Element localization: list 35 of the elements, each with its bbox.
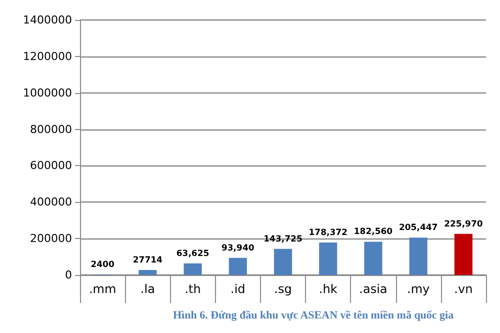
x-tick-label: .id bbox=[230, 282, 246, 296]
data-label: 27714 bbox=[132, 255, 163, 266]
y-tick-label: 200000 bbox=[30, 232, 72, 246]
data-label: 93,940 bbox=[221, 243, 254, 254]
x-tick-label: .hk bbox=[318, 282, 338, 296]
data-label: 225,970 bbox=[444, 219, 483, 230]
x-tick-label: .la bbox=[140, 282, 155, 296]
bar bbox=[364, 242, 382, 275]
y-tick-label: 400000 bbox=[30, 196, 72, 209]
bar bbox=[184, 263, 202, 275]
bar bbox=[409, 238, 428, 275]
x-tick-label: .asia bbox=[359, 282, 388, 296]
bar bbox=[454, 234, 472, 275]
bar bbox=[274, 248, 292, 275]
x-tick-label: .th bbox=[184, 282, 201, 296]
data-label: 182,560 bbox=[354, 227, 393, 238]
bar bbox=[228, 258, 247, 275]
text: Hình 6. Đứng đầu khu vực ASEAN về tên miền mã quốc gia bbox=[173, 310, 454, 322]
x-tick-label: .sg bbox=[274, 282, 292, 296]
y-tick-label: 1000000 bbox=[23, 86, 72, 100]
x-tick-label: .mm bbox=[88, 282, 116, 296]
data-label: 178,372 bbox=[308, 228, 348, 238]
data-label: 63,625 bbox=[176, 248, 210, 259]
bar bbox=[138, 270, 157, 275]
bar bbox=[319, 242, 338, 275]
data-label: 2400 bbox=[90, 260, 114, 270]
y-tick-label: 1400000 bbox=[23, 14, 72, 26]
x-tick-label: .vn bbox=[454, 282, 473, 296]
data-label: 205,447 bbox=[398, 223, 438, 234]
x-tick-label: .my bbox=[407, 282, 430, 296]
y-tick-label: 0 bbox=[65, 268, 72, 282]
y-tick-label: 800000 bbox=[30, 122, 72, 136]
y-tick-label: 1200000 bbox=[23, 50, 72, 63]
y-tick-label: 600000 bbox=[30, 159, 72, 172]
data-label: 143,725 bbox=[264, 234, 302, 244]
